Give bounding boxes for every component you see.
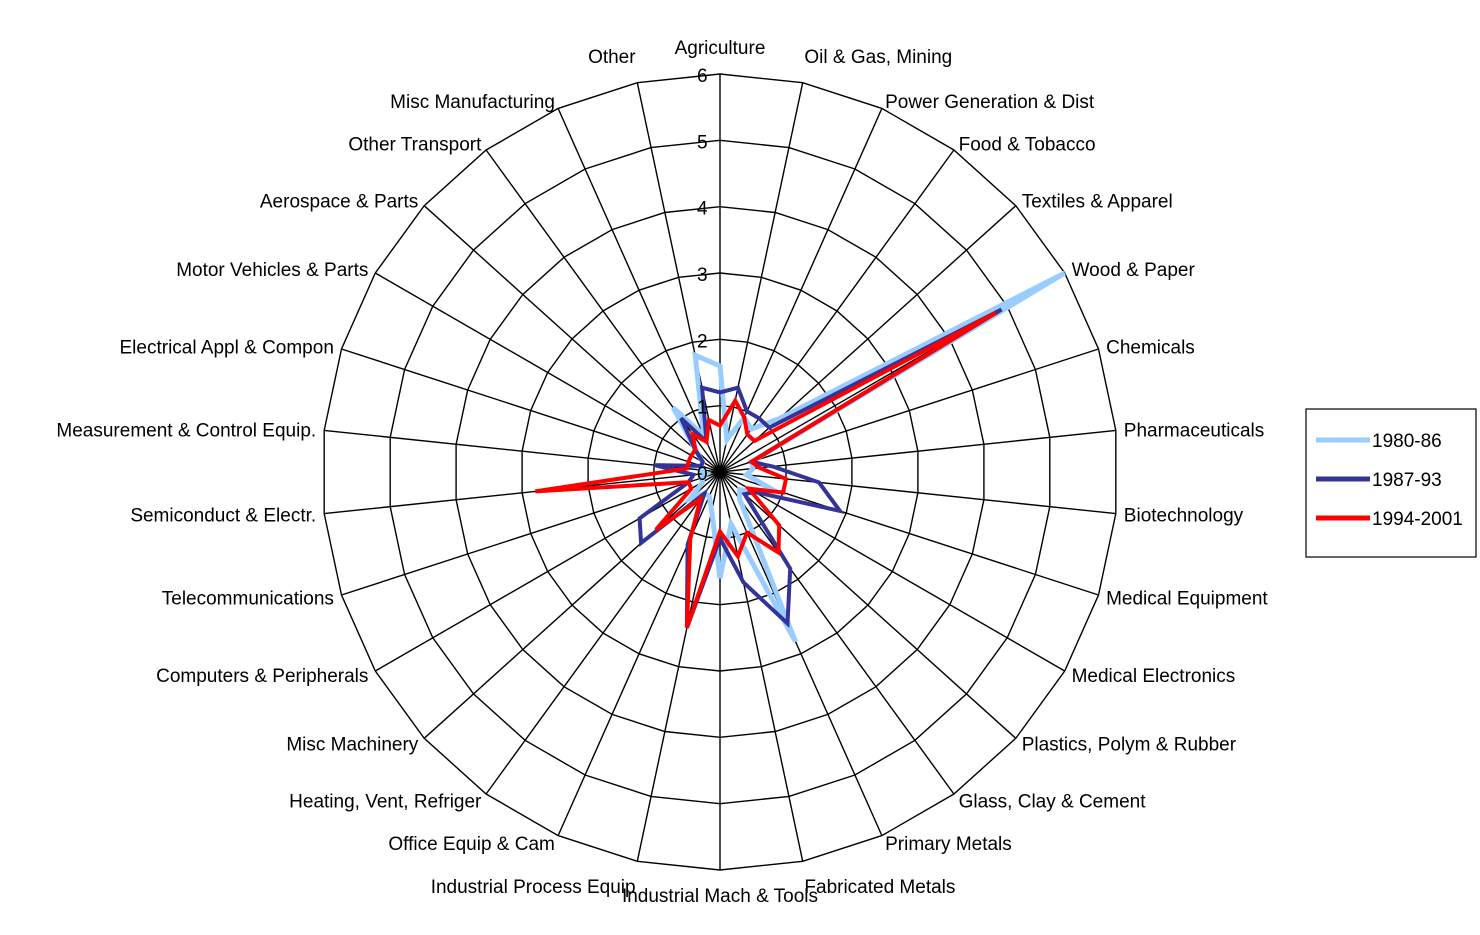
category-label: Food & Tobacco [959,135,1096,156]
grid-spoke [485,471,721,795]
legend-item: 1980-86 [1316,431,1442,452]
grid-spoke [719,471,883,836]
series-line-1987-93 [637,307,1003,629]
grid-spoke [423,205,721,473]
grid-spoke [374,272,721,473]
category-label: Medical Equipment [1106,589,1268,610]
grid-spoke [719,429,1116,473]
grid-spoke [374,471,721,672]
category-label: Agriculture [675,38,766,59]
category-label: Heating, Vent, Refriger [289,792,482,813]
legend-label: 1987-93 [1372,470,1442,491]
radar-grid [323,73,1117,871]
category-label: Industrial Mach & Tools [622,886,818,907]
category-label: Textiles & Apparel [1022,191,1173,212]
tick-label: 4 [697,199,708,220]
category-label: Electrical Appl & Compon [120,338,334,359]
grid-spoke [341,471,721,596]
tick-label: 1 [697,398,708,419]
category-label: Industrial Process Equip [431,877,636,898]
category-label: Biotechnology [1124,505,1244,526]
category-label: Pharmaceuticals [1124,421,1264,442]
tick-label: 6 [697,66,708,87]
category-label: Other [588,47,636,68]
category-label: Plastics, Polym & Rubber [1022,735,1237,756]
category-label: Telecommunications [162,589,334,610]
grid-spoke [423,471,721,739]
category-label: Semiconduct & Electr. [130,505,316,526]
legend-label: 1994-2001 [1372,509,1463,530]
grid-spoke [719,471,1017,739]
category-label: Misc Manufacturing [390,92,555,113]
radial-axis-ticks: 0 1 2 3 4 5 6 [697,66,708,485]
grid-spoke [719,471,804,862]
legend-box [1305,408,1477,558]
category-label: Wood & Paper [1072,260,1196,281]
category-label: Primary Metals [885,834,1012,855]
category-label: Chemicals [1106,338,1195,359]
category-label: Medical Electronics [1072,666,1236,687]
grid-spoke [719,205,1017,473]
grid-spoke [719,471,1066,672]
category-label: Aerospace & Parts [260,191,418,212]
tick-label: 2 [697,331,708,352]
tick-label: 0 [697,464,708,485]
category-labels: Agriculture Oil & Gas, Mining Power Genera… [56,38,1268,907]
category-label: Oil & Gas, Mining [804,47,952,68]
grid-spoke [557,108,721,473]
grid-spoke [719,149,955,473]
tick-label: 5 [697,132,708,153]
category-label: Other Transport [348,135,482,156]
category-label: Misc Machinery [286,735,418,756]
category-label: Measurement & Control Equip. [56,421,316,442]
tick-label: 3 [697,265,708,286]
category-label: Office Equip & Cam [388,834,555,855]
category-label: Motor Vehicles & Parts [176,260,368,281]
series-line-1980-86 [670,270,1066,643]
category-label: Power Generation & Dist [885,92,1095,113]
category-label: Computers & Peripherals [156,666,368,687]
grid-spoke [719,348,1099,473]
legend: 1980-86 1987-93 1994-2001 [1305,408,1477,558]
legend-item: 1987-93 [1316,470,1442,491]
legend-label: 1980-86 [1372,431,1442,452]
grid-spoke [324,471,721,515]
grid-spoke [719,82,804,473]
grid-spoke [636,82,721,473]
legend-item: 1994-2001 [1316,509,1463,530]
series-layer [535,270,1066,643]
category-label: Fabricated Metals [804,877,955,898]
grid-spoke [719,471,955,795]
grid-spoke [341,348,721,473]
series-line-1994-2001 [535,311,997,629]
grid-spoke [636,471,721,862]
category-label: Glass, Clay & Cement [959,792,1147,813]
